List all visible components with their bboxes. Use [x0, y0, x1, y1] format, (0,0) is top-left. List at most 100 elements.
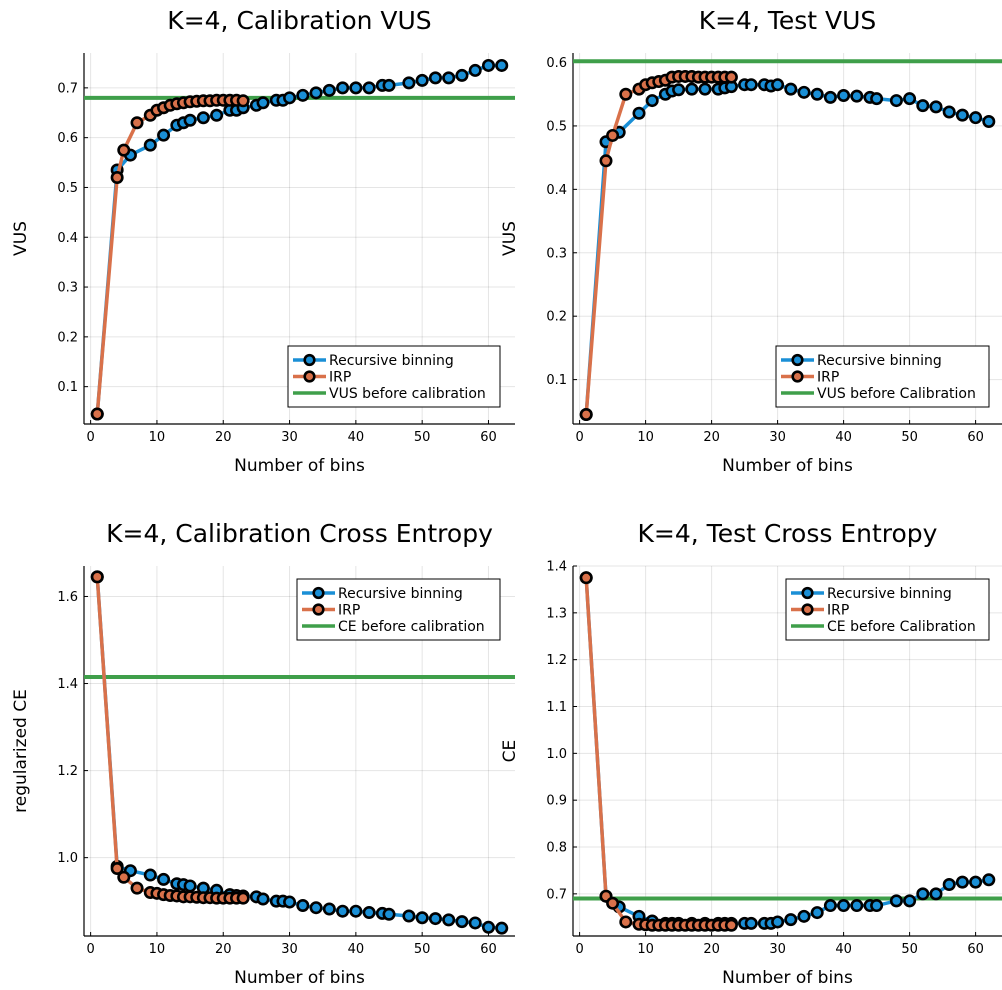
- chart-title: K=4, Test Cross Entropy: [638, 519, 938, 548]
- data-point: [402, 76, 416, 90]
- data-point: [495, 921, 509, 935]
- data-point: [442, 71, 456, 85]
- x-tick-label: 60: [480, 942, 497, 957]
- x-axis-label: Number of bins: [234, 456, 365, 476]
- x-tick-label: 10: [149, 430, 166, 445]
- legend-entry-irp: IRP: [791, 603, 849, 619]
- y-axis-label: CE: [500, 740, 520, 763]
- x-tick-label: 20: [215, 430, 232, 445]
- y-tick-label: 0.4: [57, 231, 78, 246]
- plot-area: [84, 570, 515, 935]
- data-point: [837, 88, 851, 102]
- legend-marker: [801, 603, 814, 616]
- legend-label: VUS before calibration: [329, 386, 486, 402]
- data-point: [495, 58, 509, 72]
- data-point: [90, 407, 104, 421]
- x-tick-label: 0: [575, 430, 583, 445]
- x-tick-label: 30: [769, 942, 786, 957]
- data-point: [481, 58, 495, 72]
- data-point: [955, 108, 969, 122]
- legend-label: IRP: [338, 603, 360, 619]
- data-point: [744, 916, 758, 930]
- data-point: [256, 96, 270, 110]
- chart-title: K=4, Calibration Cross Entropy: [106, 519, 493, 548]
- legend-label: IRP: [329, 370, 351, 386]
- data-point: [837, 899, 851, 913]
- legend-entry-irp: IRP: [302, 603, 360, 619]
- y-tick-label: 1.6: [57, 590, 78, 605]
- x-tick-label: 0: [575, 942, 583, 957]
- x-tick-label: 10: [149, 942, 166, 957]
- data-point: [619, 87, 633, 101]
- data-point: [810, 906, 824, 920]
- data-point: [797, 85, 811, 99]
- data-point: [784, 913, 798, 927]
- data-point: [236, 891, 250, 905]
- data-point: [157, 128, 171, 142]
- y-axis-label: VUS: [500, 221, 520, 256]
- data-point: [468, 63, 482, 77]
- data-point: [442, 913, 456, 927]
- legend-label: Recursive binning: [817, 353, 942, 369]
- data-point: [889, 894, 903, 908]
- x-tick-label: 30: [769, 430, 786, 445]
- legend-marker: [303, 370, 316, 383]
- y-tick-label: 1.1: [546, 700, 567, 715]
- data-point: [362, 81, 376, 95]
- data-point: [599, 154, 613, 168]
- data-point: [157, 872, 171, 886]
- data-point: [183, 113, 197, 127]
- y-tick-label: 1.2: [546, 653, 567, 668]
- legend-label: CE before calibration: [338, 619, 485, 635]
- data-point: [810, 87, 824, 101]
- data-point: [90, 570, 104, 584]
- x-tick-label: 40: [835, 430, 852, 445]
- legend-marker: [791, 370, 804, 383]
- data-point: [428, 912, 442, 926]
- legend-entry-recursive-binning: Recursive binning: [781, 353, 942, 369]
- chart-title: K=4, Test VUS: [699, 6, 877, 35]
- y-tick-label: 0.2: [546, 310, 567, 325]
- data-point: [969, 875, 983, 889]
- legend-marker: [801, 586, 814, 600]
- y-tick-label: 0.6: [57, 131, 78, 146]
- data-point: [183, 879, 197, 893]
- x-tick-label: 60: [967, 430, 984, 445]
- data-point: [797, 909, 811, 923]
- legend-label: Recursive binning: [827, 586, 952, 602]
- legend-entry-baseline: CE before calibration: [302, 619, 485, 635]
- x-tick-label: 50: [901, 942, 918, 957]
- y-axis-label: VUS: [11, 221, 31, 256]
- legend-label: CE before Calibration: [827, 619, 976, 635]
- legend-entry-recursive-binning: Recursive binning: [791, 586, 952, 602]
- x-tick-label: 0: [86, 942, 94, 957]
- legend-entry-baseline: VUS before calibration: [293, 386, 486, 402]
- data-point: [942, 105, 956, 119]
- panel-test-vus: 0 10 20 30 40 50 60 0.1 0.2 0.3 0.4 0.5 0.6 K=4, Test…: [500, 6, 1002, 476]
- data-point: [382, 907, 396, 921]
- series-recursive-binning: [90, 58, 509, 421]
- data-point: [942, 877, 956, 891]
- data-point: [823, 899, 837, 913]
- data-point: [929, 100, 943, 114]
- data-point: [296, 899, 310, 913]
- legend-marker: [791, 353, 804, 367]
- data-point: [349, 81, 363, 95]
- data-point: [455, 68, 469, 82]
- legend-label: Recursive binning: [329, 353, 454, 369]
- data-point: [955, 875, 969, 889]
- data-point: [916, 99, 930, 113]
- data-point: [916, 887, 930, 901]
- y-tick-label: 1.0: [57, 851, 78, 866]
- series-recursive-binning: [90, 570, 509, 935]
- series-recursive-binning: [579, 78, 996, 421]
- plot-area: [573, 59, 1002, 421]
- data-point: [322, 83, 336, 97]
- data-point: [784, 82, 798, 96]
- x-tick-label: 50: [414, 430, 431, 445]
- data-point: [969, 111, 983, 125]
